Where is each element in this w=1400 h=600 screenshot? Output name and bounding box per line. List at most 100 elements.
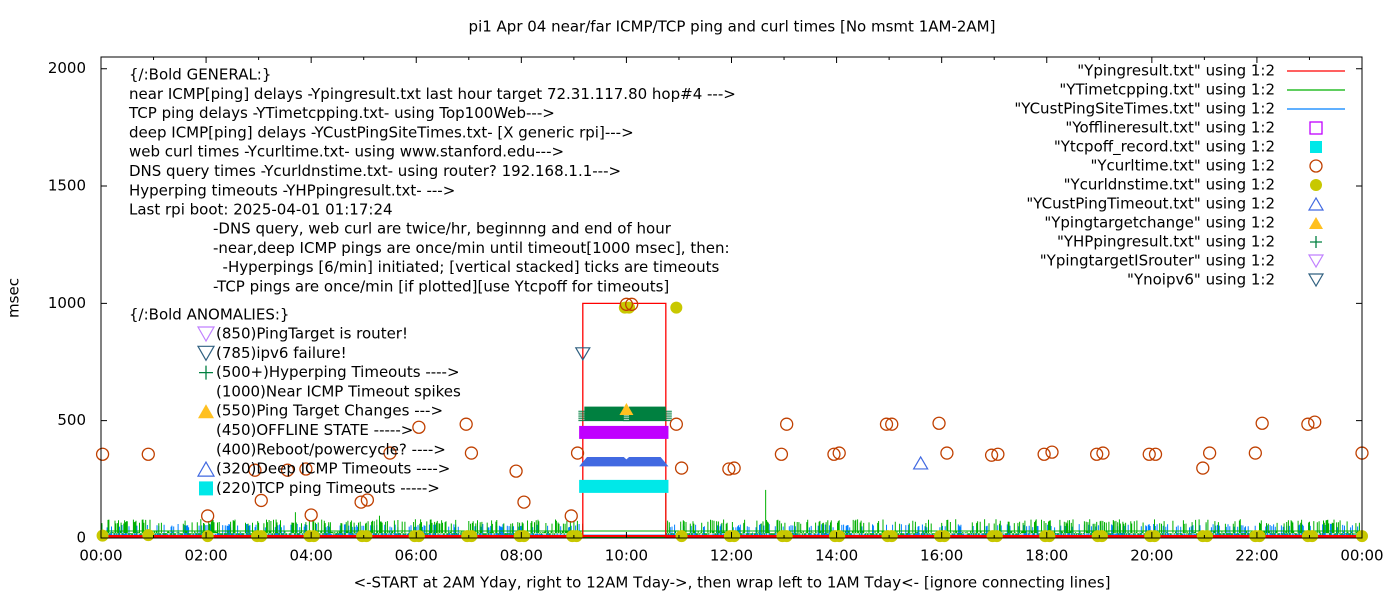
curl-time-point	[1308, 415, 1322, 429]
curl-time-point	[1248, 446, 1262, 460]
frequency-note: -TCP pings are once/min [if plotted][use…	[213, 277, 669, 295]
x-tick-label: 02:00	[184, 547, 227, 565]
frequency-note: -Hyperpings [6/min] initiated; [vertical…	[213, 258, 719, 276]
curl-time-point	[95, 447, 110, 461]
general-note: {/:Bold GENERAL:}	[129, 66, 271, 84]
x-tick-label: 06:00	[395, 547, 438, 565]
curl-time-point	[885, 417, 899, 431]
dns-time-point	[1306, 530, 1319, 543]
anomaly-symbol-icon	[196, 460, 216, 477]
curl-time-point	[412, 420, 426, 434]
general-note: Last rpi boot: 2025-04-01 01:17:24	[129, 201, 393, 219]
curl-time-point	[1255, 416, 1269, 430]
curl-time-point	[1037, 447, 1051, 461]
legend-label: "Ytcpoff_record.txt" using 1:2	[1054, 138, 1275, 157]
dns-time-point	[1095, 530, 1108, 543]
curl-time-point	[984, 448, 999, 462]
legend-label: "Ypingtargetchange" using 1:2	[1044, 214, 1275, 232]
x-tick-label: 14:00	[815, 547, 858, 565]
dns-time-point	[728, 530, 741, 543]
curl-time-point	[619, 297, 634, 311]
curl-time-point	[727, 461, 741, 475]
x-tick-label: 10:00	[605, 547, 648, 565]
dns-time-point	[670, 301, 683, 314]
dns-time-point	[1201, 530, 1214, 543]
tcp-ping-outage-line	[582, 491, 667, 538]
anomaly-symbol-icon	[198, 404, 214, 419]
anomaly-label: (785)ipv6 failure!	[216, 344, 347, 362]
y-tick-label: 2000	[48, 59, 86, 77]
curl-time-point	[254, 493, 268, 508]
legend-label: "YCustPingTimeout.txt" using 1:2	[1026, 195, 1275, 213]
dns-time-point	[833, 530, 846, 543]
curl-time-point	[464, 446, 479, 460]
frequency-note: -DNS query, web curl are twice/hr, begin…	[213, 220, 672, 238]
dns-time-point	[201, 530, 214, 543]
curl-time-point	[509, 464, 523, 478]
anomaly-symbol-icon	[196, 326, 216, 343]
dns-time-point	[1253, 530, 1266, 543]
dns-time-point	[938, 530, 951, 543]
legend-label: "YTimetcpping.txt" using 1:2	[1059, 81, 1275, 99]
dns-time-point	[1148, 530, 1161, 543]
curl-time-point	[1148, 447, 1163, 461]
x-tick-label: 16:00	[920, 547, 963, 565]
curl-time-point	[991, 447, 1005, 461]
dns-time-point	[885, 530, 898, 543]
y-tick-label: 500	[57, 411, 86, 429]
x-tick-label: 18:00	[1025, 547, 1068, 565]
dns-time-point	[517, 530, 530, 543]
anomalies-title: {/:Bold ANOMALIES:}	[129, 306, 289, 324]
legend-symbol-icon	[1310, 179, 1322, 191]
legend-label: "Ycurldnstime.txt" using 1:2	[1064, 176, 1275, 194]
x-tick-label: 00:00	[79, 547, 122, 565]
dns-time-point	[465, 530, 478, 543]
curl-time-point	[1045, 445, 1059, 459]
general-note: DNS query times -Ycurldnstime.txt- using…	[129, 162, 621, 180]
anomaly-label: (220)TCP ping Timeouts ----->	[216, 479, 440, 497]
x-axis-label: <-START at 2AM Yday, right to 12AM Tday-…	[354, 574, 1111, 592]
legend-symbol-icon	[1307, 273, 1325, 288]
curl-time-point	[669, 417, 683, 431]
anomaly-label: (450)OFFLINE STATE ----->	[216, 421, 413, 439]
offline-marks	[579, 425, 669, 439]
ping-target-change-point	[619, 402, 634, 415]
legend-symbol-icon	[1310, 141, 1322, 153]
curl-time-point	[1096, 446, 1110, 460]
legend-label: "Ycurltime.txt" using 1:2	[1090, 157, 1275, 175]
general-note: near ICMP[ping] delays -Ypingresult.txt …	[129, 85, 736, 103]
curl-time-point	[459, 417, 473, 431]
x-tick-label: 20:00	[1130, 547, 1173, 565]
curl-time-point	[1301, 417, 1315, 431]
general-note: deep ICMP[ping] delays -YCustPingSiteTim…	[129, 123, 634, 141]
legend-label: "Ynoipv6" using 1:2	[1127, 271, 1275, 289]
anomaly-symbol-icon	[196, 345, 216, 362]
curl-time-point	[354, 495, 368, 509]
x-tick-label: 04:00	[290, 547, 333, 565]
legend-symbol-icon	[1309, 217, 1323, 229]
curl-time-point	[1202, 446, 1217, 460]
legend-label: "YpingtargetISrouter" using 1:2	[1040, 252, 1275, 270]
curl-time-point	[517, 495, 531, 509]
general-note: web curl times -Ycurltime.txt- using www…	[129, 143, 564, 161]
curl-time-point	[1142, 447, 1156, 461]
anomaly-symbol-icon	[199, 365, 213, 380]
deep-timeout-marks	[579, 457, 669, 467]
legend-symbol-icon	[1309, 121, 1323, 135]
deep-timeout-point	[912, 455, 929, 470]
x-tick-label: 12:00	[710, 547, 753, 565]
plot-frame	[100, 56, 1363, 539]
tcp-timeout-marks	[579, 479, 669, 493]
dns-time-point	[570, 530, 583, 543]
y-axis-label: msec	[5, 278, 23, 318]
y-tick-label: 0	[76, 529, 86, 547]
dns-time-point	[623, 301, 636, 314]
anomaly-label: (850)PingTarget is router!	[216, 325, 408, 343]
x-tick-label: 00:00	[1340, 547, 1383, 565]
curl-time-point	[141, 447, 155, 461]
curl-time-point	[383, 446, 397, 460]
dns-time-point	[412, 530, 425, 543]
anomaly-label: (550)Ping Target Changes --->	[216, 402, 443, 420]
dns-time-point	[780, 530, 793, 543]
general-note: TCP ping delays -YTimetcpping.txt- using…	[128, 104, 555, 122]
